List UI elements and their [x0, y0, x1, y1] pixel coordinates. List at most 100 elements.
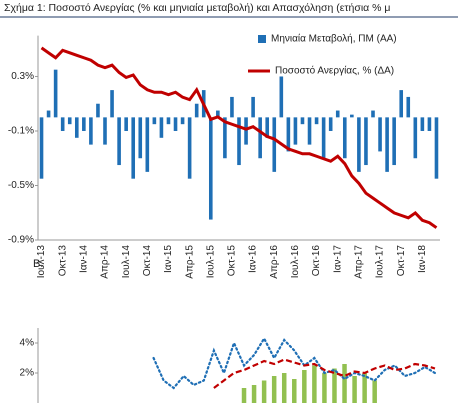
bar	[117, 117, 121, 166]
x-tick-label: Απρ-15	[184, 245, 195, 279]
x-tick-label: Απρ-14	[100, 245, 111, 279]
bar	[272, 117, 277, 172]
bar	[385, 117, 389, 172]
bar	[145, 117, 150, 172]
bar	[103, 117, 107, 145]
x-tick-label: Ιαν-14	[78, 245, 89, 273]
x-tick-label: Οκτ-13	[57, 245, 68, 277]
bar	[286, 117, 291, 152]
bar	[110, 90, 114, 118]
bar	[261, 380, 267, 403]
bar	[53, 69, 58, 118]
bar	[187, 117, 192, 179]
bar	[131, 117, 136, 179]
x-tick-label: Ιαν-15	[163, 245, 174, 273]
bar	[372, 380, 377, 403]
bar	[292, 379, 297, 403]
bar	[427, 117, 432, 131]
x-tick-label: Ιουλ-13	[36, 245, 47, 279]
bar	[362, 373, 367, 403]
bar	[378, 117, 382, 152]
bar	[194, 103, 199, 118]
bar	[258, 117, 262, 159]
line	[152, 336, 437, 390]
y-tick-label: 2%	[20, 368, 35, 379]
bar	[293, 117, 298, 145]
bar	[406, 96, 411, 118]
bar	[89, 117, 93, 145]
bar	[251, 385, 257, 403]
bar	[67, 117, 72, 125]
y-tick-label: 4%	[20, 338, 35, 349]
bar	[322, 373, 327, 403]
bar	[39, 117, 44, 179]
x-tick-label: Απρ-17	[354, 245, 365, 279]
x-tick-label: Ιουλ-16	[290, 245, 301, 279]
bar	[328, 117, 333, 131]
x-tick-label: Ιουλ-14	[121, 245, 132, 279]
bar	[152, 117, 157, 125]
bar	[74, 117, 79, 138]
bar	[413, 117, 418, 159]
bar	[399, 90, 404, 118]
x-tick-label: Ιαν-17	[332, 245, 343, 273]
bar	[230, 96, 234, 118]
line	[40, 46, 438, 229]
bar	[357, 117, 361, 172]
y-tick-label: -0.1%	[8, 126, 34, 137]
x-tick-label: Οκτ-14	[142, 245, 153, 277]
x-tick-label: Ιουλ-17	[375, 245, 386, 279]
bar	[271, 376, 277, 403]
panel-label: Β.	[33, 258, 43, 270]
x-tick-label: Οκτ-16	[311, 245, 322, 277]
chart-title: Σχήμα 1: Ποσοστό Ανεργίας (% και μηνιαία…	[4, 2, 390, 14]
bar	[46, 110, 51, 118]
legend-label: Μηνιαία Μεταβολή, ΠΜ (ΑΑ)	[271, 33, 397, 45]
bar	[335, 110, 340, 118]
x-tick-label: Οκτ-15	[227, 245, 238, 277]
bar	[371, 110, 375, 118]
bar	[314, 117, 319, 125]
bar	[321, 117, 326, 159]
bar	[244, 117, 248, 145]
bar	[281, 373, 287, 403]
bar	[60, 117, 65, 131]
bar	[138, 117, 143, 159]
x-tick-label: Οκτ-17	[396, 245, 407, 277]
legend-swatch	[258, 35, 266, 43]
bar	[332, 368, 337, 403]
bar	[166, 117, 171, 125]
bar	[96, 103, 100, 118]
bar	[300, 117, 305, 125]
x-tick-label: Ιαν-16	[248, 245, 259, 273]
bar	[237, 117, 241, 166]
x-tick-label: Ιαν-18	[417, 245, 428, 273]
bar	[124, 117, 128, 131]
bar	[82, 117, 86, 131]
bar	[312, 365, 317, 403]
bar	[364, 117, 368, 166]
x-tick-label: Ιουλ-15	[205, 245, 216, 279]
bar	[342, 364, 347, 403]
bar	[180, 117, 185, 125]
bar	[342, 117, 347, 159]
bar	[279, 76, 284, 118]
bar	[159, 117, 164, 138]
y-tick-label: 0.3%	[11, 71, 34, 82]
bar	[302, 370, 307, 403]
bar	[307, 117, 312, 145]
bar	[350, 114, 354, 118]
bar	[173, 117, 178, 131]
bar	[241, 388, 247, 403]
bar	[392, 117, 396, 166]
bar	[352, 376, 357, 403]
bar	[420, 117, 425, 131]
bar	[223, 117, 227, 159]
bar	[251, 96, 255, 118]
bar	[208, 117, 213, 220]
y-tick-label: -0.9%	[8, 235, 34, 246]
bar	[434, 117, 439, 179]
bar	[265, 117, 270, 138]
bar	[216, 110, 220, 118]
